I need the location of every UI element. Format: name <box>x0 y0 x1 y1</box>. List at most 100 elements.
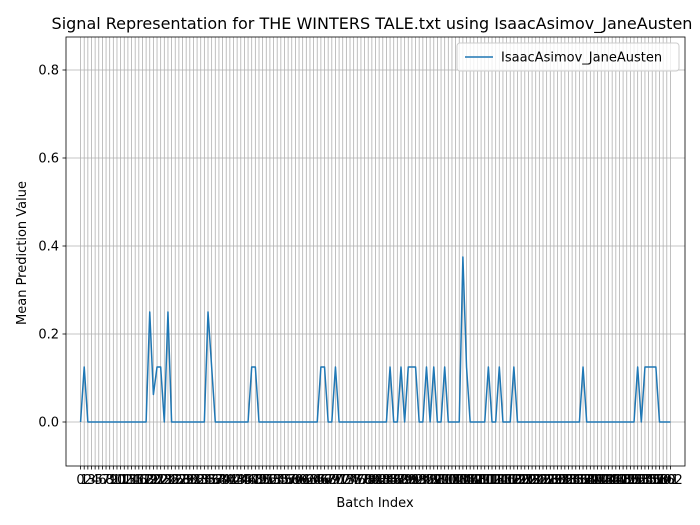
x-tick-label: 48 <box>247 473 264 488</box>
x-tick-label: 68 <box>320 473 337 488</box>
x-tick-label: 70 <box>327 473 344 488</box>
x-tick-label: 6 <box>98 473 106 488</box>
x-tick-label: 112 <box>476 473 501 488</box>
x-tick-label: 124 <box>520 473 545 488</box>
x-tick-label: 161 <box>654 473 679 488</box>
x-tick-label: 135 <box>560 473 585 488</box>
x-tick-label: 145 <box>596 473 621 488</box>
x-tick-label: 146 <box>600 473 625 488</box>
x-tick-label: 89 <box>396 473 413 488</box>
x-tick-label: 32 <box>189 473 206 488</box>
x-tick-label: 78 <box>356 473 373 488</box>
x-tick-label: 54 <box>269 473 286 488</box>
x-tick-label: 60 <box>291 473 308 488</box>
x-tick-label: 30 <box>182 473 199 488</box>
x-tick-label: 14 <box>123 473 140 488</box>
x-tick-label: 127 <box>531 473 556 488</box>
x-tick-label: 153 <box>625 473 650 488</box>
x-tick-label: 106 <box>454 473 479 488</box>
x-tick-label: 150 <box>614 473 639 488</box>
x-tick-label: 42 <box>225 473 242 488</box>
x-tick-label: 69 <box>324 473 341 488</box>
x-tick-label: 156 <box>636 473 661 488</box>
x-tick-label: 98 <box>429 473 446 488</box>
x-tick-label: 80 <box>364 473 381 488</box>
x-tick-label: 25 <box>163 473 180 488</box>
x-tick-label: 31 <box>185 473 202 488</box>
x-tick-label: 12 <box>116 473 133 488</box>
x-tick-label: 131 <box>545 473 570 488</box>
x-tick-label: 105 <box>450 473 475 488</box>
legend-box <box>456 42 680 72</box>
x-tick-label: 18 <box>138 473 155 488</box>
x-tick-label: 52 <box>262 473 279 488</box>
x-tick-label: 27 <box>171 473 188 488</box>
y-tick-label: 0.2 <box>38 328 59 343</box>
x-tick-label: 136 <box>563 473 588 488</box>
x-tick-label: 45 <box>236 473 253 488</box>
x-tick-label: 82 <box>371 473 388 488</box>
x-tick-label: 110 <box>469 473 494 488</box>
x-tick-label: 61 <box>294 473 311 488</box>
x-tick-label: 35 <box>200 473 217 488</box>
legend-label: IsaacAsimov_JaneAusten <box>501 51 662 66</box>
y-axis-label: Mean Prediction Value <box>15 181 30 325</box>
y-tick-label: 0.4 <box>38 240 59 255</box>
x-tick-label: 21 <box>149 473 166 488</box>
x-tick-label: 84 <box>378 473 395 488</box>
x-tick-label: 91 <box>404 473 421 488</box>
x-tick-label: 96 <box>422 473 439 488</box>
x-tick-label: 122 <box>512 473 537 488</box>
x-tick-label: 59 <box>287 473 304 488</box>
x-tick-label: 159 <box>647 473 672 488</box>
x-tick-label: 56 <box>276 473 293 488</box>
x-tick-label: 134 <box>556 473 581 488</box>
x-tick-label: 111 <box>472 473 497 488</box>
x-tick-label: 76 <box>349 473 366 488</box>
x-tick-label: 0 <box>76 473 84 488</box>
x-tick-label: 120 <box>505 473 530 488</box>
y-tick-label: 0.6 <box>38 152 59 167</box>
x-tick-label: 13 <box>120 473 137 488</box>
x-tick-label: 67 <box>316 473 333 488</box>
x-tick-label: 143 <box>589 473 614 488</box>
x-tick-label: 49 <box>251 473 268 488</box>
x-tick-label: 83 <box>375 473 392 488</box>
chart-title: Signal Representation for THE WINTERS TA… <box>52 14 693 34</box>
x-tick-label: 41 <box>222 473 239 488</box>
x-tick-label: 71 <box>331 473 348 488</box>
x-tick-label: 87 <box>389 473 406 488</box>
x-tick-label: 11 <box>112 473 129 488</box>
x-tick-label: 141 <box>582 473 607 488</box>
x-tick-label: 23 <box>156 473 173 488</box>
x-tick-label: 64 <box>305 473 322 488</box>
x-tick-label: 129 <box>538 473 563 488</box>
x-tick-label: 4 <box>91 473 99 488</box>
x-tick-label: 138 <box>571 473 596 488</box>
x-tick-label: 126 <box>527 473 552 488</box>
x-tick-label: 160 <box>651 473 676 488</box>
x-tick-label: 63 <box>302 473 319 488</box>
x-tick-label: 55 <box>273 473 290 488</box>
plot-area: 0.00.20.40.60.80123456789101112131415161… <box>38 36 686 488</box>
x-tick-label: 34 <box>196 473 213 488</box>
x-tick-label: 125 <box>523 473 548 488</box>
x-tick-label: 74 <box>342 473 359 488</box>
x-tick-label: 40 <box>218 473 235 488</box>
x-tick-label: 157 <box>640 473 665 488</box>
x-tick-label: 115 <box>487 473 512 488</box>
x-tick-label: 140 <box>578 473 603 488</box>
x-tick-label: 66 <box>313 473 330 488</box>
x-tick-label: 20 <box>145 473 162 488</box>
x-tick-label: 8 <box>106 473 114 488</box>
x-tick-label: 53 <box>265 473 282 488</box>
x-tick-label: 162 <box>658 473 683 488</box>
x-tick-label: 108 <box>461 473 486 488</box>
x-tick-label: 15 <box>127 473 144 488</box>
x-tick-label: 147 <box>603 473 628 488</box>
x-axis-label: Batch Index <box>336 496 414 511</box>
x-tick-label: 38 <box>211 473 228 488</box>
x-tick-label: 2 <box>84 473 92 488</box>
x-tick-label: 39 <box>214 473 231 488</box>
x-tick-label: 73 <box>338 473 355 488</box>
